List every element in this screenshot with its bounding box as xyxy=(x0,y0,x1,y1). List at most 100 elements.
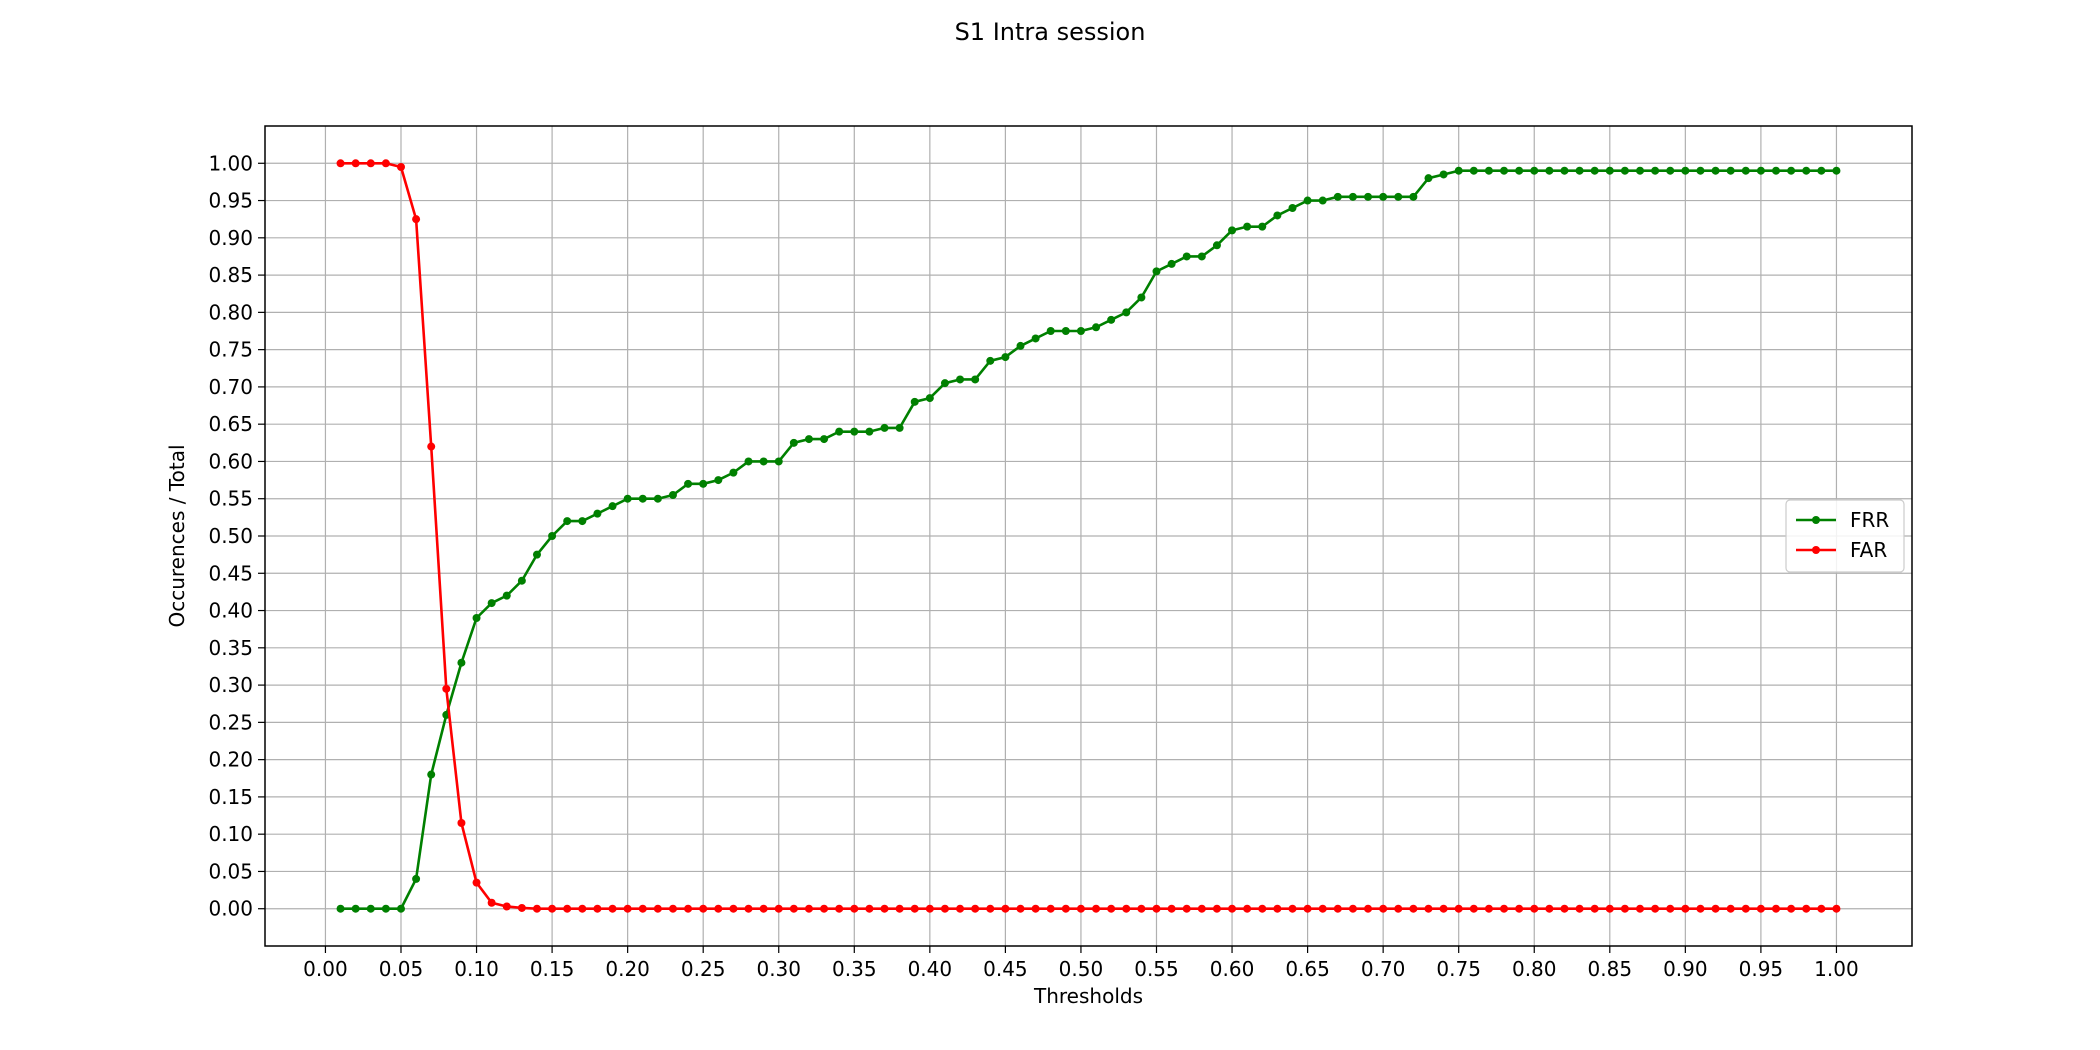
x-tick-label: 0.45 xyxy=(983,957,1028,981)
x-tick-label: 0.60 xyxy=(1210,957,1255,981)
x-tick-label: 0.00 xyxy=(303,957,348,981)
data-point-far xyxy=(1243,904,1252,913)
data-point-far xyxy=(1636,904,1645,913)
y-tick-label: 0.20 xyxy=(208,748,253,772)
data-point-frr xyxy=(1076,327,1085,335)
data-point-frr xyxy=(1303,196,1312,205)
data-point-far xyxy=(1258,904,1267,913)
data-point-far xyxy=(1288,904,1297,913)
data-point-far xyxy=(729,904,738,913)
data-point-frr xyxy=(1001,353,1010,362)
data-point-frr xyxy=(1590,166,1599,175)
data-point-frr xyxy=(1772,166,1781,175)
data-point-frr xyxy=(1560,166,1569,175)
y-tick-label: 0.85 xyxy=(208,263,253,287)
x-tick-label: 0.50 xyxy=(1059,957,1104,981)
data-point-far xyxy=(1348,904,1357,913)
x-axis-title: Thresholds xyxy=(1033,984,1143,1008)
data-point-far xyxy=(442,684,451,693)
data-point-far xyxy=(1756,904,1765,913)
data-point-frr xyxy=(1741,166,1750,175)
data-point-frr xyxy=(638,494,647,503)
data-point-far xyxy=(1772,904,1781,913)
x-axis-ticks: 0.00 0.05 0.10 0.15 0.20 0.25 0.30 0.35 0.40 0.45… xyxy=(303,946,1859,981)
x-tick-label: 0.40 xyxy=(908,957,953,981)
data-point-frr xyxy=(1243,222,1252,231)
data-point-frr xyxy=(1681,166,1690,175)
data-point-frr xyxy=(1228,226,1237,235)
data-point-far xyxy=(1409,904,1418,913)
x-tick-label: 0.25 xyxy=(681,957,726,981)
data-point-frr xyxy=(548,532,557,540)
data-point-far xyxy=(1333,904,1342,913)
series-line-far xyxy=(340,161,1837,911)
data-point-far xyxy=(1651,904,1660,913)
y-tick-label: 0.30 xyxy=(208,673,253,697)
y-tick-label: 0.70 xyxy=(208,375,253,399)
data-point-far xyxy=(865,904,874,913)
data-point-frr xyxy=(1817,166,1826,175)
data-point-frr xyxy=(1605,166,1614,175)
data-point-far xyxy=(880,904,889,913)
data-point-frr xyxy=(1756,166,1765,175)
data-point-frr xyxy=(1333,192,1342,201)
data-point-frr xyxy=(940,379,949,388)
data-point-far xyxy=(684,904,693,913)
data-point-far xyxy=(532,904,541,913)
data-point-frr xyxy=(971,375,980,384)
data-point-frr xyxy=(1364,192,1373,201)
chart-title: S1 Intra session xyxy=(955,18,1146,46)
data-point-frr xyxy=(880,423,889,432)
data-point-far xyxy=(366,159,375,168)
data-point-frr xyxy=(1092,323,1101,332)
y-axis-title: Occurences / Total xyxy=(165,444,189,627)
y-tick-label: 0.75 xyxy=(208,338,253,362)
data-point-far xyxy=(1318,904,1327,913)
data-point-far xyxy=(1001,904,1010,913)
data-point-frr xyxy=(684,479,693,488)
data-point-far xyxy=(699,904,708,913)
data-point-frr xyxy=(1802,166,1811,175)
y-tick-label: 0.50 xyxy=(208,524,253,548)
data-point-far xyxy=(593,904,602,913)
data-point-far xyxy=(1741,904,1750,913)
data-point-far xyxy=(1197,904,1206,913)
data-point-far xyxy=(1364,904,1373,913)
series-layer xyxy=(336,159,1841,913)
y-tick-label: 0.80 xyxy=(208,300,253,324)
data-point-frr xyxy=(820,435,829,444)
y-tick-label: 0.05 xyxy=(208,859,253,883)
data-point-frr xyxy=(1666,166,1675,175)
data-point-frr xyxy=(1696,166,1705,175)
x-tick-label: 0.55 xyxy=(1134,957,1179,981)
data-point-far xyxy=(1620,904,1629,913)
data-point-frr xyxy=(608,502,617,511)
series-far xyxy=(336,159,1841,913)
data-point-frr xyxy=(744,457,753,466)
x-tick-label: 0.10 xyxy=(454,957,499,981)
data-point-frr xyxy=(1530,166,1539,175)
data-point-far xyxy=(1303,904,1312,913)
data-point-frr xyxy=(1016,341,1025,350)
data-point-far xyxy=(1575,904,1584,913)
data-point-frr xyxy=(1711,166,1720,175)
data-point-frr xyxy=(1212,241,1221,250)
x-tick-label: 0.95 xyxy=(1739,957,1784,981)
data-point-frr xyxy=(1515,166,1524,175)
data-point-frr xyxy=(789,438,798,447)
y-tick-label: 0.45 xyxy=(208,561,253,585)
x-tick-label: 0.85 xyxy=(1588,957,1633,981)
x-tick-label: 0.15 xyxy=(530,957,575,981)
data-point-far xyxy=(1061,904,1070,913)
data-point-frr xyxy=(1545,166,1554,175)
data-point-far xyxy=(1379,904,1388,913)
data-point-far xyxy=(1016,904,1025,913)
x-tick-label: 0.30 xyxy=(756,957,801,981)
data-point-frr xyxy=(1122,308,1131,317)
x-tick-label: 0.70 xyxy=(1361,957,1406,981)
y-tick-label: 0.55 xyxy=(208,487,253,511)
data-point-far xyxy=(850,904,859,913)
data-point-frr xyxy=(1409,192,1418,201)
legend-marker-far xyxy=(1812,546,1820,554)
y-tick-label: 0.60 xyxy=(208,449,253,473)
